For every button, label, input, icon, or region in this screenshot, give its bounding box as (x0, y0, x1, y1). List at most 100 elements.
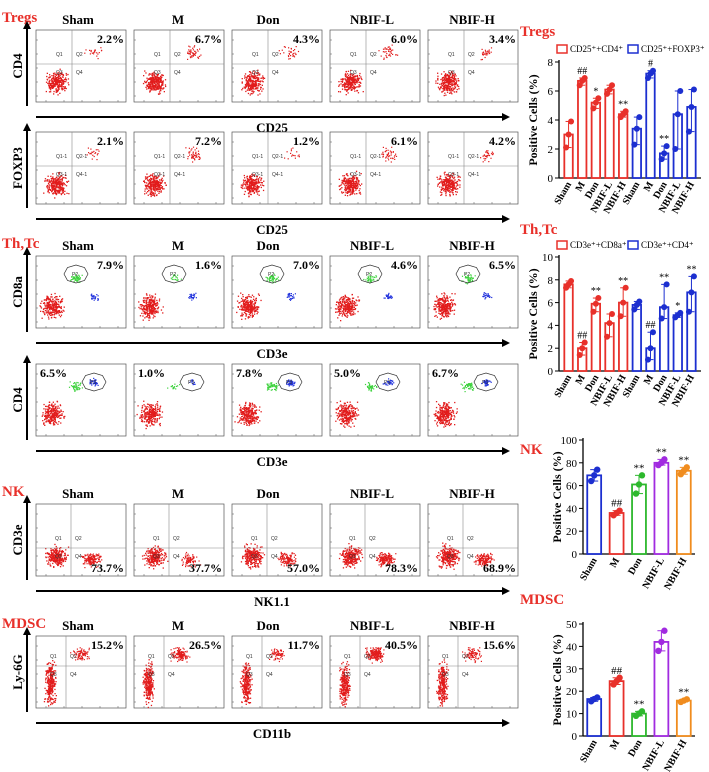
event-dot (341, 88, 344, 90)
event-dot (50, 316, 53, 319)
event-dot (155, 84, 157, 87)
event-dot (59, 302, 61, 304)
event-dot (156, 86, 158, 88)
event-dot (252, 181, 254, 184)
event-dot (49, 314, 51, 316)
event-dot (341, 182, 343, 184)
event-dots (241, 46, 300, 96)
event-dot (51, 301, 53, 303)
event-dot (157, 188, 159, 190)
event-dot (447, 312, 449, 314)
event-dot (155, 79, 158, 81)
event-dot (451, 179, 453, 181)
event-dot (451, 79, 453, 81)
event-dot (155, 305, 157, 307)
event-dot (157, 78, 159, 81)
event-dot (147, 179, 149, 182)
event-dot (480, 59, 482, 61)
event-dot (389, 155, 391, 157)
percent-label: 6.5% (489, 258, 516, 272)
event-dot (359, 85, 362, 87)
event-dot (93, 50, 96, 52)
event-dot (240, 315, 242, 317)
event-dot (356, 76, 359, 78)
event-dot (292, 52, 294, 55)
event-dot (58, 88, 60, 90)
event-dot (54, 180, 56, 182)
event-dot (46, 75, 48, 78)
event-dot (388, 152, 390, 154)
event-dot (344, 297, 346, 299)
event-dot (246, 187, 248, 190)
event-dot (352, 75, 354, 77)
event-dot (442, 84, 444, 86)
event-dot (337, 305, 339, 307)
event-dot (58, 81, 60, 83)
event-dot (258, 78, 260, 80)
event-dot (154, 75, 157, 78)
event-dot (455, 91, 458, 93)
event-dot (157, 87, 159, 89)
event-dot (359, 81, 361, 83)
event-dot (459, 176, 461, 178)
event-dot (192, 151, 194, 153)
event-dot (251, 85, 253, 87)
event-dot (154, 186, 156, 189)
plot-frame (133, 131, 225, 205)
event-dot (356, 82, 358, 84)
event-dot (51, 303, 53, 305)
event-dot (447, 305, 449, 307)
event-dot (188, 53, 190, 55)
event-dot (90, 148, 92, 150)
event-dot (453, 183, 455, 185)
event-dot (344, 295, 346, 298)
event-dot (355, 181, 357, 183)
event-dot (145, 316, 147, 318)
event-dot (199, 158, 201, 160)
event-dot (153, 85, 155, 87)
event-dot (447, 175, 449, 177)
event-dot (249, 316, 251, 318)
event-dot (59, 72, 61, 74)
event-dot (250, 72, 252, 74)
event-dot (450, 89, 453, 91)
event-dot (349, 76, 351, 79)
event-dot (51, 80, 53, 82)
event-dot (250, 181, 252, 184)
event-dot (51, 185, 53, 187)
event-dot (446, 84, 448, 86)
event-dot (248, 85, 250, 87)
event-dot (58, 82, 60, 84)
event-dot (53, 83, 55, 85)
event-dot (355, 302, 357, 304)
event-dot (357, 186, 359, 188)
event-dot (142, 305, 144, 307)
event-dot (191, 297, 193, 299)
event-dot (62, 191, 64, 193)
event-dot (454, 179, 456, 181)
event-dot (440, 317, 443, 319)
event-dot (161, 82, 163, 84)
event-dot (346, 83, 349, 86)
event-dot (142, 319, 144, 321)
event-dot (290, 48, 292, 50)
event-dot (67, 78, 70, 80)
event-dot (195, 152, 197, 154)
event-dot (435, 80, 437, 82)
event-dot (68, 193, 70, 195)
event-dot (147, 194, 149, 196)
event-dot (346, 182, 349, 184)
event-dot (152, 75, 154, 77)
event-dot (254, 80, 257, 82)
event-dot (245, 179, 247, 181)
event-dot (58, 410, 60, 412)
event-dot (145, 86, 147, 88)
event-dot (91, 298, 93, 300)
event-dot (253, 75, 255, 77)
event-dot (190, 49, 192, 51)
event-dot (145, 297, 147, 299)
event-dot (257, 85, 259, 87)
event-dot (46, 187, 49, 189)
event-dot (451, 93, 453, 95)
event-dot (454, 73, 456, 75)
